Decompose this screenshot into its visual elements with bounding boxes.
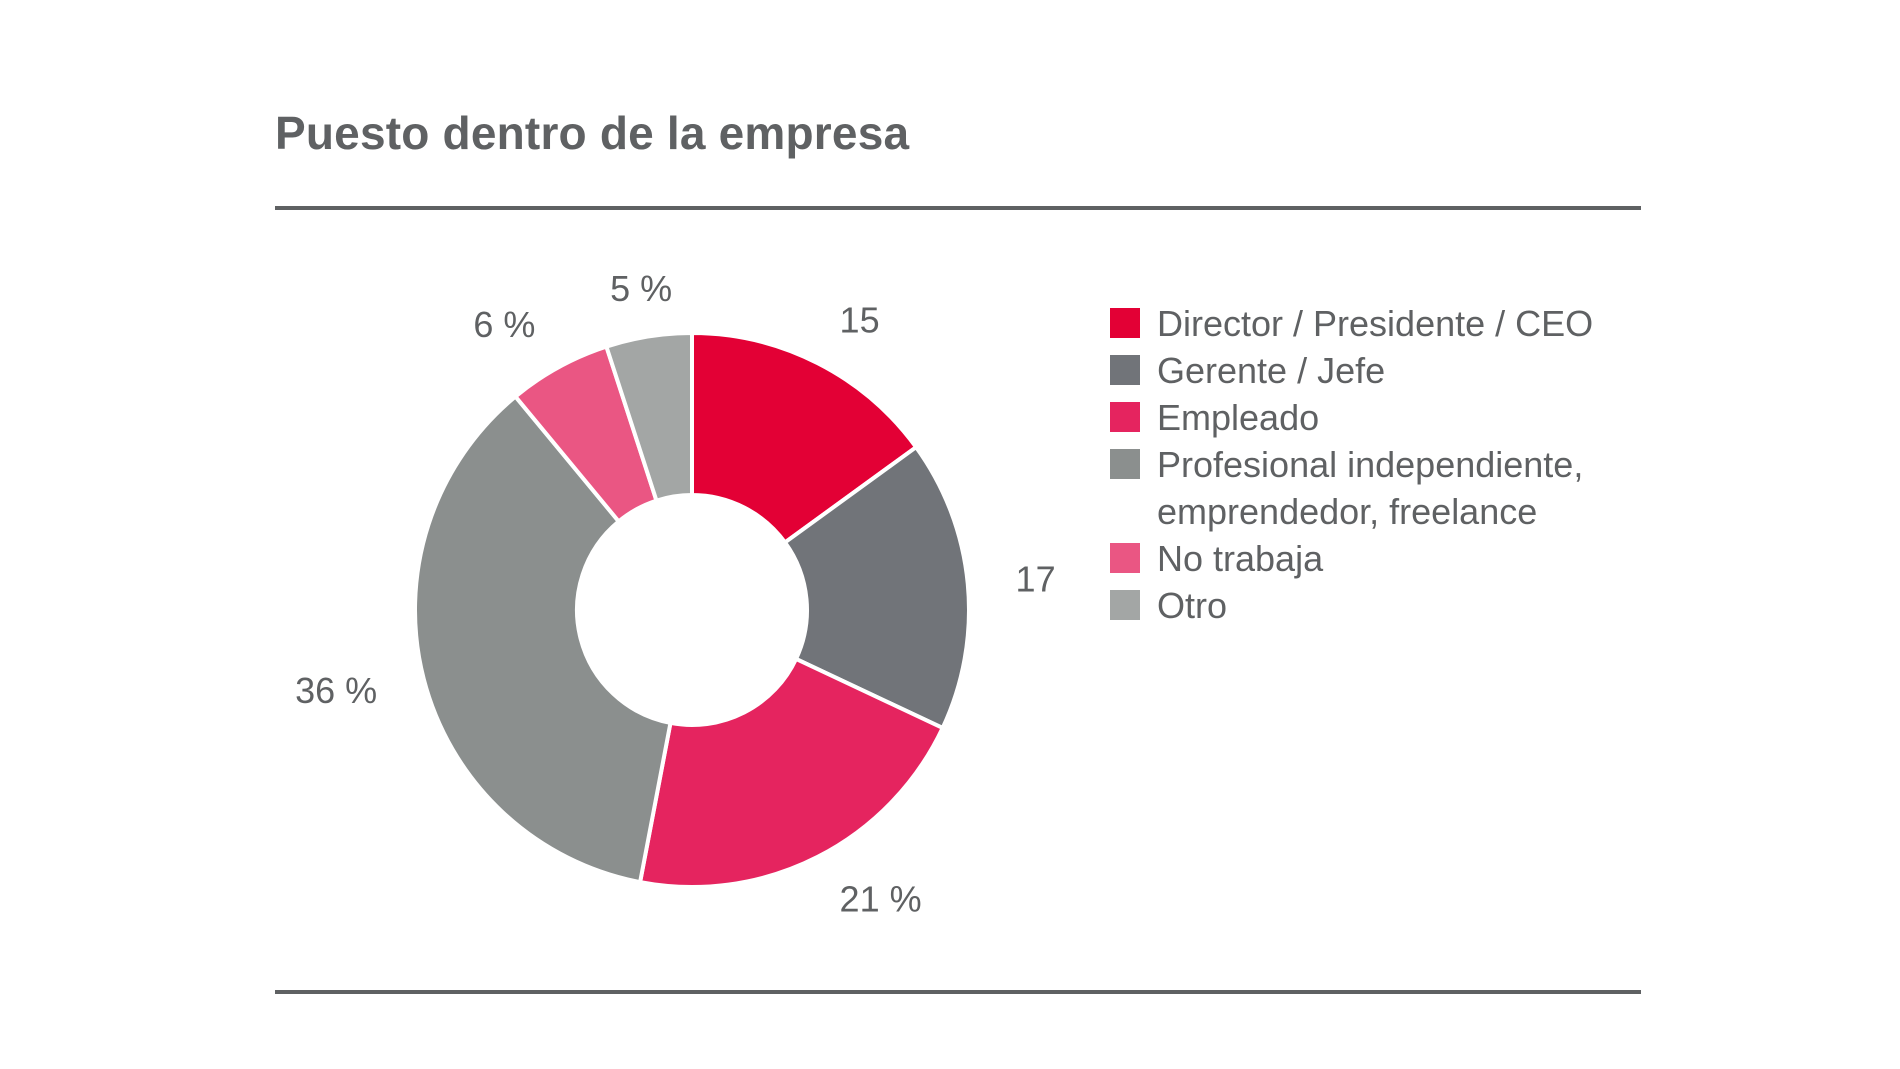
top-divider [275,206,1641,210]
legend-item-4: No trabaja [1110,535,1593,582]
legend-item-3: Profesional independiente, emprendedor, … [1110,441,1593,535]
slice-value-label-4: 6 % [473,304,535,345]
legend-label-1: Gerente / Jefe [1157,350,1386,391]
legend-swatch-1 [1110,355,1140,385]
donut-slice-0 [690,330,919,546]
legend-label-2: Empleado [1157,397,1320,438]
chart-legend: Director / Presidente / CEO Gerente / Jef… [1110,300,1593,629]
slice-value-label-5: 5 % [610,268,672,309]
donut-slice-5 [603,330,694,504]
legend-swatch-2 [1110,402,1140,432]
legend-swatch-0 [1110,308,1140,338]
slice-value-label-3: 36 % [295,670,377,711]
legend-item-2: Empleado [1110,394,1593,441]
legend-label-3: Profesional independiente, emprendedor, … [1157,444,1584,532]
legend-item-5: Otro [1110,582,1593,629]
donut-slice-1 [782,444,971,731]
legend-swatch-5 [1110,590,1140,620]
slice-value-label-2: 21 % [840,879,922,920]
chart-title: Puesto dentro de la empresa [275,107,910,159]
donut-slice-2 [637,656,946,889]
legend-item-1: Gerente / Jefe [1110,347,1593,394]
legend-label-5: Otro [1157,585,1228,626]
legend-label-4: No trabaja [1157,538,1324,579]
legend-swatch-4 [1110,543,1140,573]
legend-label-0: Director / Presidente / CEO [1157,303,1594,344]
bottom-divider [275,990,1641,994]
slice-value-label-0: 15 [840,299,880,340]
slice-value-label-1: 17 [1016,558,1056,599]
donut-slice-3 [413,393,673,885]
legend-swatch-3 [1110,449,1140,479]
legend-item-0: Director / Presidente / CEO [1110,300,1593,347]
